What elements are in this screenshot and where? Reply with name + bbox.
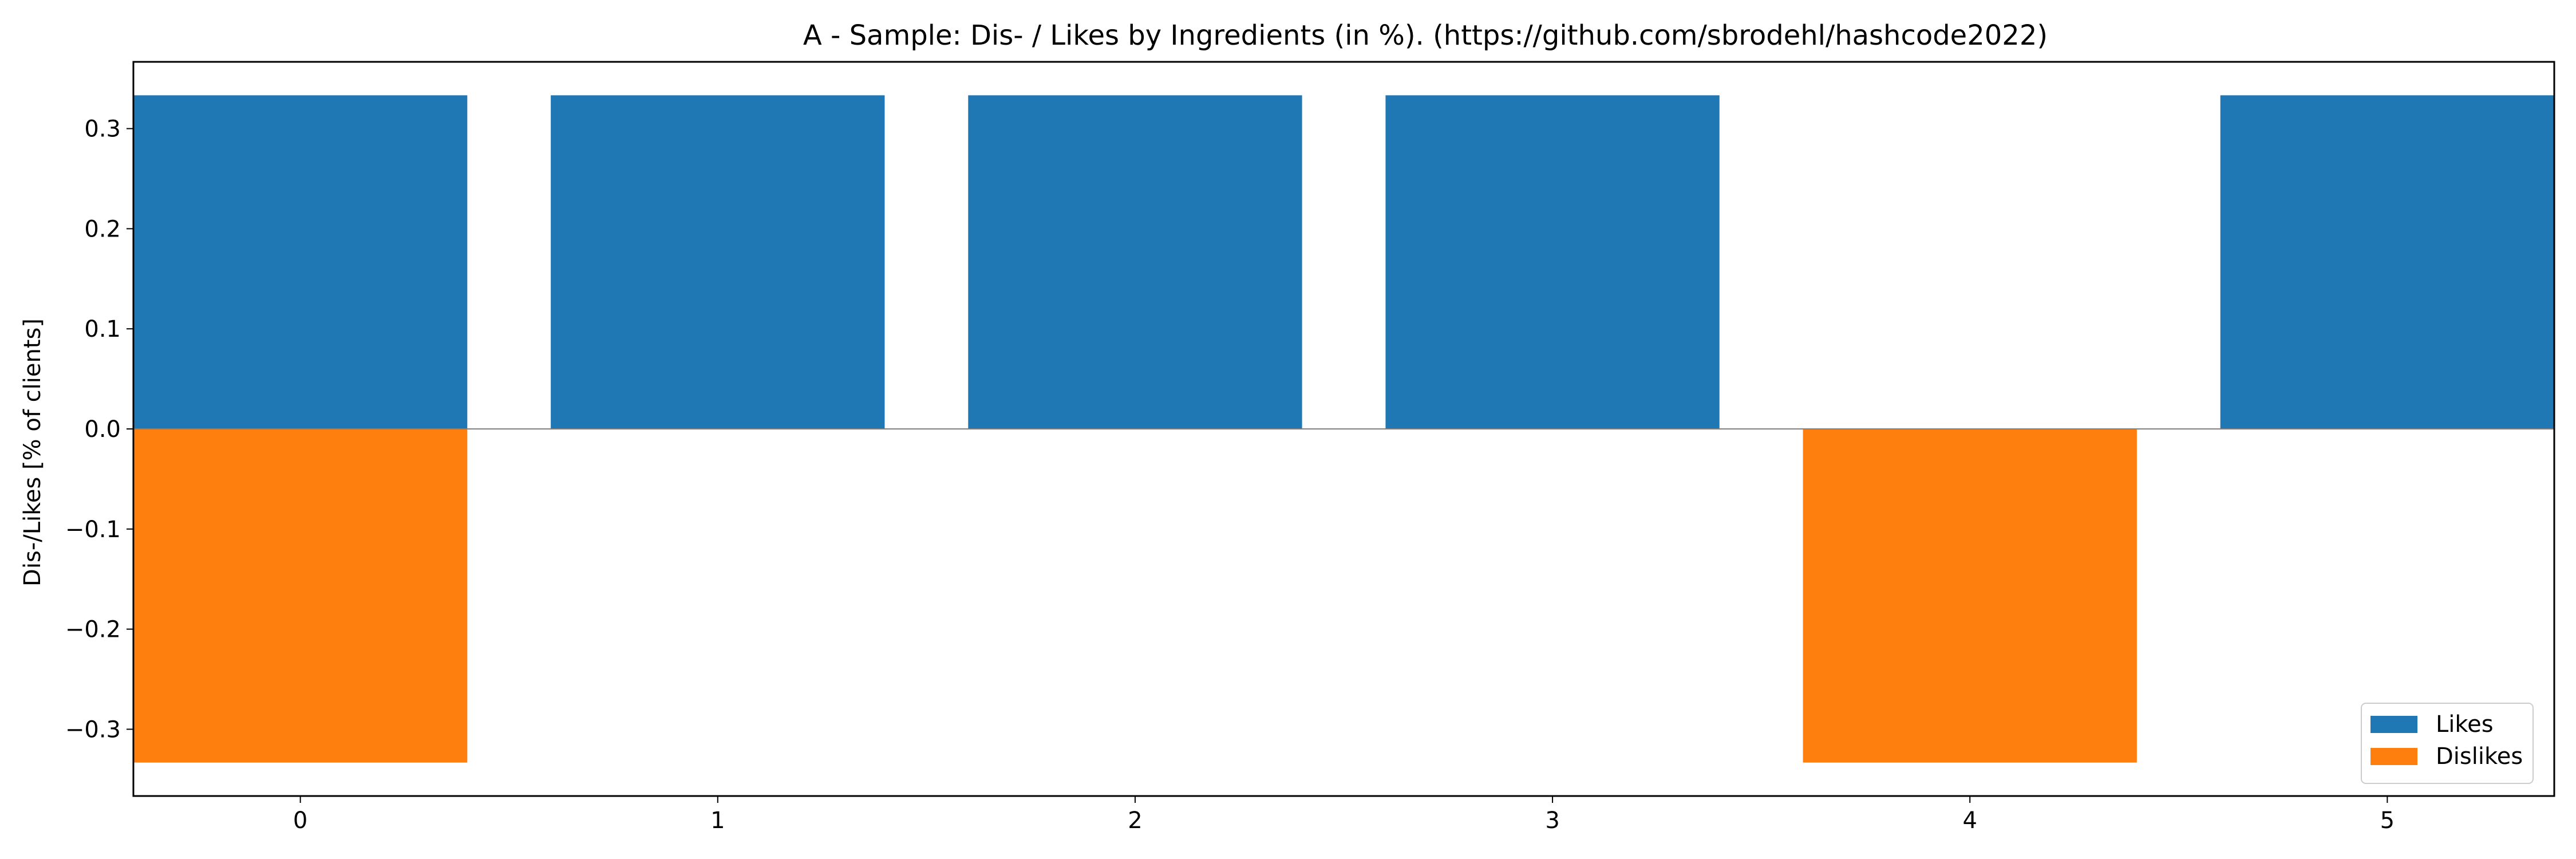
- x-tick-label: 0: [293, 807, 307, 834]
- bar-likes-1: [551, 95, 885, 429]
- y-tick-label: 0.3: [84, 116, 121, 143]
- x-tick-label: 1: [710, 807, 725, 834]
- x-tick-label: 4: [1962, 807, 1977, 834]
- y-tick-label: −0.3: [65, 716, 121, 743]
- x-tick-label: 2: [1128, 807, 1142, 834]
- bar-likes-3: [1385, 95, 1720, 429]
- bars-group: [133, 95, 2554, 763]
- bar-likes-2: [968, 95, 1302, 429]
- x-tick-label: 5: [2380, 807, 2395, 834]
- bar-likes-5: [2220, 95, 2554, 429]
- legend-label-likes: Likes: [2436, 711, 2494, 738]
- y-tick-label: −0.2: [65, 617, 121, 643]
- legend: Likes Dislikes: [2361, 703, 2534, 784]
- y-tick-label: 0.0: [84, 416, 121, 443]
- y-tick-label: 0.2: [84, 216, 121, 242]
- legend-swatch-likes: [2370, 716, 2417, 733]
- bar-likes-0: [133, 95, 468, 429]
- x-tick-label: 3: [1545, 807, 1559, 834]
- y-tick-label: −0.1: [65, 517, 121, 543]
- legend-label-dislikes: Dislikes: [2436, 743, 2523, 770]
- y-tick-label: 0.1: [84, 316, 121, 342]
- x-axis-ticks: 0 1 2 3 4 5: [293, 796, 2395, 834]
- chart-title: A - Sample: Dis- / Likes by Ingredients …: [803, 19, 2048, 52]
- bar-dislikes-0: [133, 429, 468, 763]
- bar-dislikes-4: [1803, 429, 2137, 763]
- legend-swatch-dislikes: [2370, 748, 2417, 765]
- y-axis-ticks: 0.3 0.2 0.1 0.0 −0.1 −0.2 −0.3: [65, 116, 133, 743]
- y-axis-label: Dis-/Likes [% of clients]: [19, 318, 46, 586]
